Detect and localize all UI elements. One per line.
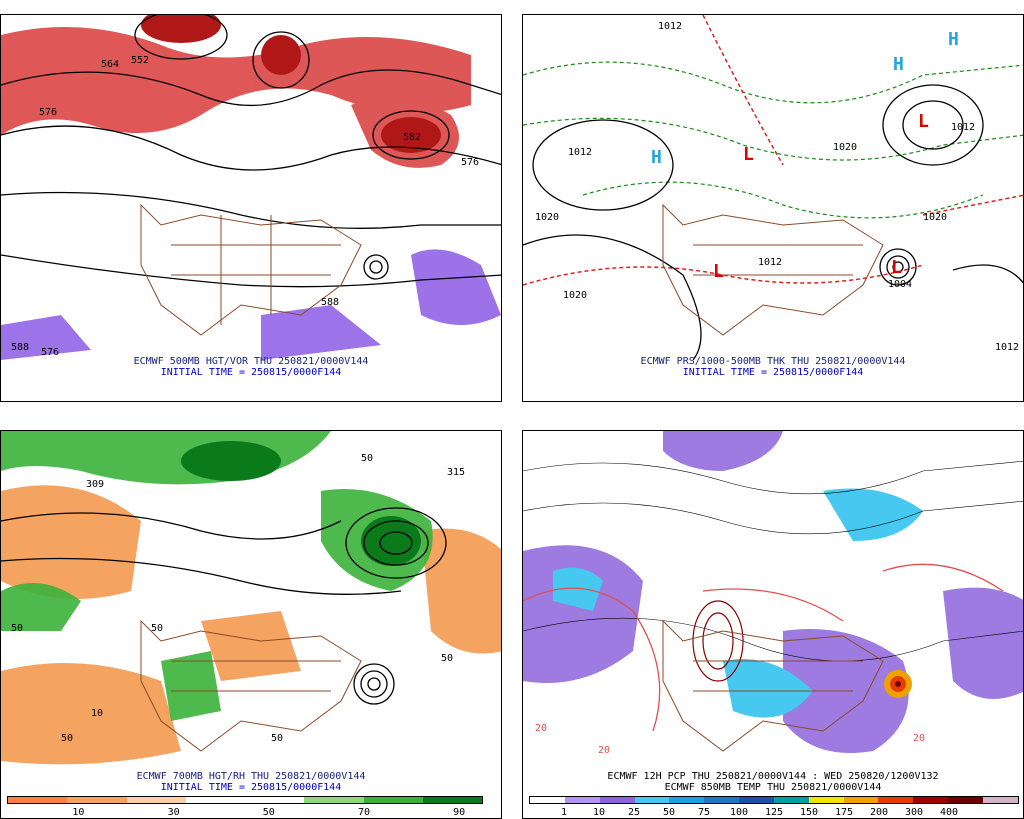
contour-label: 1020	[923, 212, 947, 223]
contour-label: 582	[403, 132, 421, 143]
panel-title: ECMWF 500MB HGT/VOR THU 250821/0000V144	[133, 356, 369, 367]
panel-init-time: ECMWF 850MB TEMP THU 250821/0000V144	[664, 782, 882, 793]
colorbar-tick-label: 175	[834, 807, 854, 818]
colorbar-swatch	[245, 797, 305, 803]
colorbar-swatch	[704, 797, 740, 803]
contour-label: 315	[447, 467, 465, 478]
contour-label: 20	[913, 733, 925, 744]
high-pressure-marker: H	[893, 54, 904, 75]
colorbar-swatch	[808, 797, 844, 803]
colorbar-swatch	[739, 797, 774, 803]
colorbar-tick-label: 50	[662, 807, 676, 818]
contour-label: 50	[271, 733, 283, 744]
contour-label: 50	[11, 623, 23, 634]
colorbar-swatch	[843, 797, 879, 803]
panel-init-time: INITIAL TIME = 250815/0000F144	[160, 782, 342, 793]
contour-label: 552	[131, 55, 149, 66]
map-precip: 20 20 20	[523, 431, 1023, 771]
colorbar-swatch	[304, 797, 364, 803]
contour-label: 309	[86, 479, 104, 490]
panel-700mb-rh: 309 315 50 50 50 10 50 50 50 ECMWF 700MB…	[0, 430, 502, 819]
contour-label: 20	[535, 723, 547, 734]
rh-colorbar	[7, 796, 483, 804]
contour-label: 10	[91, 708, 103, 719]
panel-title: ECMWF 12H PCP THU 250821/0000V144 : WED …	[607, 771, 939, 782]
colorbar-tick-label: 150	[799, 807, 819, 818]
panel-precip-850temp: 20 20 20 ECMWF 12H PCP THU 250821/0000V1…	[522, 430, 1024, 819]
contour-label: 1012	[951, 122, 975, 133]
pcp-colorbar-ticks: 1 10 25 50 75 100 125 150 175 200 300 400	[529, 807, 1019, 818]
colorbar-tick-label: 1	[560, 807, 568, 818]
contour-label: 50	[61, 733, 73, 744]
contour-label: 588	[11, 342, 29, 353]
contour-label: 1020	[833, 142, 857, 153]
contour-label: 564	[101, 59, 119, 70]
low-pressure-marker: L	[891, 257, 902, 278]
high-pressure-marker: H	[948, 29, 959, 50]
colorbar-tick-label: 300	[904, 807, 924, 818]
map-pressure: 1012 1012 1020 1020 1012 1020 1020 1004 …	[523, 15, 1023, 360]
panel-init-time: INITIAL TIME = 250815/0000F144	[160, 367, 342, 378]
colorbar-tick-label: 125	[764, 807, 784, 818]
contour-label: 1012	[568, 147, 592, 158]
contour-label: 20	[598, 745, 610, 756]
contour-label: 576	[39, 107, 57, 118]
colorbar-swatch	[913, 797, 949, 803]
contour-label: 1020	[535, 212, 559, 223]
contour-label: 50	[151, 623, 163, 634]
contour-label: 1012	[658, 21, 682, 32]
rh-colorbar-ticks: 10 30 50 70 90	[7, 807, 483, 818]
colorbar-tick-label: 400	[939, 807, 959, 818]
colorbar-tick-label: 25	[627, 807, 641, 818]
colorbar-swatch	[8, 797, 68, 803]
colorbar-swatch	[669, 797, 705, 803]
panel-pressure-thickness: 1012 1012 1020 1020 1012 1020 1020 1004 …	[522, 14, 1024, 402]
colorbar-swatch	[564, 797, 600, 803]
colorbar-tick-label: 70	[357, 807, 371, 818]
colorbar-swatch	[67, 797, 127, 803]
colorbar-tick-label: 200	[869, 807, 889, 818]
colorbar-tick-label: 10	[72, 807, 85, 818]
colorbar-swatch	[422, 797, 482, 803]
colorbar-swatch	[773, 797, 809, 803]
colorbar-tick-label: 10	[592, 807, 606, 818]
colorbar-swatch	[599, 797, 635, 803]
colorbar-tick-label: 75	[697, 807, 711, 818]
map-700mb: 309 315 50 50 50 10 50 50 50	[1, 431, 501, 771]
colorbar-swatch	[126, 797, 186, 803]
contour-label: 50	[361, 453, 373, 464]
panel-500mb-vorticity: 552 564 576 588 576 582 588 576 ECMWF 50…	[0, 14, 502, 402]
contour-label: 588	[321, 297, 339, 308]
contour-label: 1012	[758, 257, 782, 268]
contour-label: 1012	[995, 342, 1019, 353]
low-pressure-marker: L	[743, 144, 754, 165]
colorbar-tick-label: 100	[729, 807, 749, 818]
colorbar-swatch	[530, 797, 565, 803]
panel-init-time: INITIAL TIME = 250815/0000F144	[682, 367, 864, 378]
contour-label: 576	[461, 157, 479, 168]
colorbar-tick-label: 90	[453, 807, 466, 818]
colorbar-swatch	[878, 797, 914, 803]
colorbar-swatch	[982, 797, 1018, 803]
colorbar-swatch	[185, 797, 245, 803]
colorbar-swatch	[363, 797, 423, 803]
colorbar-swatch	[948, 797, 983, 803]
panel-title: ECMWF PRS/1000-500MB THK THU 250821/0000…	[640, 356, 906, 367]
high-pressure-marker: H	[651, 147, 662, 168]
colorbar-tick-label: 30	[167, 807, 180, 818]
low-pressure-marker: L	[918, 111, 929, 132]
pcp-colorbar	[529, 796, 1019, 804]
colorbar-swatch	[634, 797, 670, 803]
colorbar-tick-label: 50	[262, 807, 275, 818]
contour-label: 576	[41, 347, 59, 358]
panel-title: ECMWF 700MB HGT/RH THU 250821/0000V144	[136, 771, 366, 782]
contour-label: 1020	[563, 290, 587, 301]
low-pressure-marker: L	[713, 261, 724, 282]
contour-label: 50	[441, 653, 453, 664]
map-500mb: 552 564 576 588 576 582 588 576	[1, 15, 501, 360]
contour-label: 1004	[888, 279, 912, 290]
